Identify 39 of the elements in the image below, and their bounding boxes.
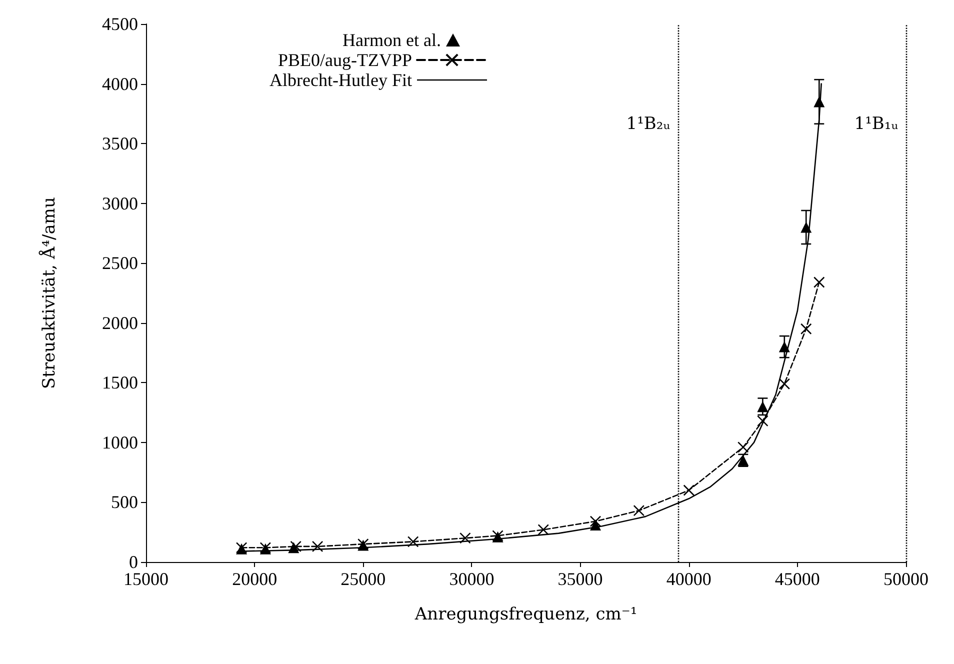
point bbox=[633, 504, 645, 516]
point bbox=[683, 484, 695, 496]
point bbox=[312, 540, 324, 552]
point bbox=[800, 323, 812, 335]
legend-label: Harmon et al. bbox=[342, 30, 441, 50]
x-tick-label: 25000 bbox=[340, 569, 386, 589]
legend-label: PBE0/aug-TZVPP bbox=[278, 50, 412, 70]
point bbox=[407, 536, 419, 548]
point bbox=[590, 516, 602, 527]
y-tick-label: 1000 bbox=[102, 432, 138, 452]
point bbox=[757, 401, 768, 412]
ref-line-label: 1¹B₁ᵤ bbox=[854, 114, 898, 134]
point bbox=[460, 532, 471, 544]
y-tick-label: 1500 bbox=[102, 372, 138, 393]
point bbox=[538, 524, 550, 536]
x-tick-label: 30000 bbox=[449, 569, 494, 589]
legend-label: Albrecht-Hutley Fit bbox=[270, 70, 412, 90]
x-tick-label: 35000 bbox=[558, 569, 603, 589]
point bbox=[757, 415, 768, 427]
x-tick-label: 50000 bbox=[884, 569, 928, 589]
y-tick-label: 2500 bbox=[102, 253, 138, 274]
y-tick-label: 4000 bbox=[102, 74, 138, 94]
x-axis-title: Anregungsfrequenz, cm⁻¹ bbox=[414, 604, 638, 624]
x-tick-label: 15000 bbox=[124, 569, 168, 589]
point bbox=[737, 442, 749, 453]
point bbox=[778, 378, 790, 390]
point bbox=[813, 276, 825, 288]
y-tick-label: 2000 bbox=[102, 312, 138, 333]
y-tick-label: 500 bbox=[111, 492, 138, 512]
y-tick-label: 0 bbox=[129, 552, 138, 572]
point bbox=[778, 341, 790, 352]
y-tick-label: 3000 bbox=[102, 193, 138, 214]
ref-line-label: 1¹B₂ᵤ bbox=[626, 114, 670, 134]
x-tick-label: 40000 bbox=[666, 569, 712, 589]
y-tick-label: 4500 bbox=[102, 14, 138, 34]
x-tick-label: 20000 bbox=[232, 569, 278, 589]
y-tick-label: 3500 bbox=[102, 134, 138, 154]
y-axis-title: Streuaktivität, Å⁴/amu bbox=[38, 196, 60, 389]
x-tick-label: 45000 bbox=[774, 569, 820, 589]
